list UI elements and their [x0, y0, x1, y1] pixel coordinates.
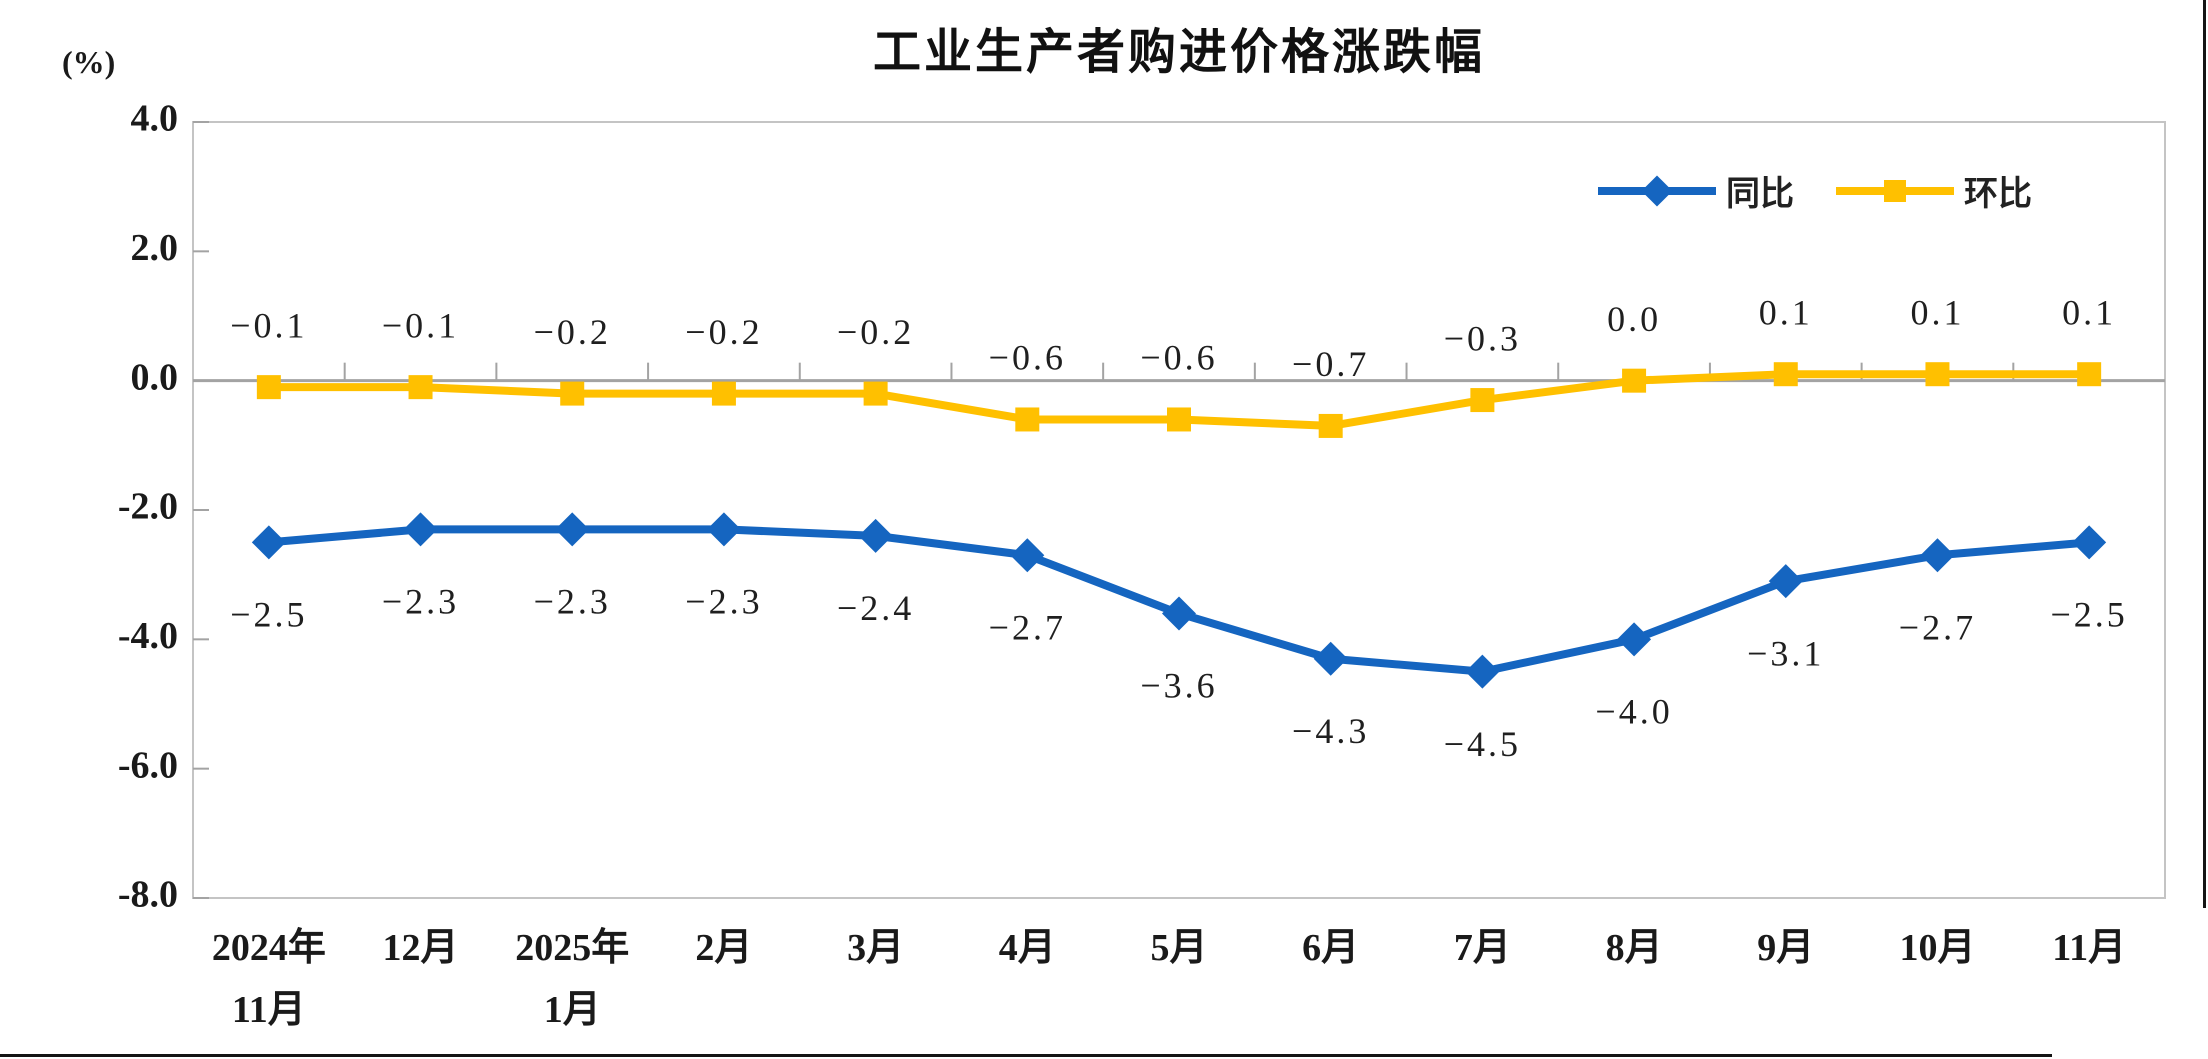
mom-data-label: 0.1	[1910, 292, 1964, 332]
yoy-data-label: −2.5	[2050, 595, 2127, 635]
x-axis-category-label: 3月	[847, 927, 904, 969]
x-axis-category-label: 4月	[999, 927, 1056, 969]
x-axis-category-label: 2月	[695, 927, 752, 969]
yoy-data-label: −3.6	[1140, 666, 1217, 706]
mom-data-label: −0.1	[382, 305, 459, 345]
y-axis-tick-label: -8.0	[118, 874, 178, 916]
mom-data-label: −0.2	[837, 312, 914, 352]
mom-marker-square	[1622, 368, 1647, 393]
yoy-marker-diamond	[1465, 654, 1500, 689]
yoy-marker-diamond	[1617, 622, 1652, 657]
yoy-data-label: −4.5	[1444, 724, 1521, 764]
yoy-data-label: −4.0	[1595, 692, 1672, 732]
mom-marker-square	[1318, 413, 1343, 438]
screenshot-right-edge-line	[2203, 0, 2206, 908]
y-axis-unit-label: (%)	[62, 44, 116, 80]
yoy-data-label: −4.3	[1292, 711, 1369, 751]
y-axis-tick-label: -4.0	[118, 615, 178, 657]
y-axis-tick-label: 4.0	[131, 98, 179, 140]
mom-marker-square	[1925, 362, 1950, 387]
mom-data-label: −0.6	[989, 338, 1066, 378]
yoy-data-label: −2.3	[382, 582, 459, 622]
yoy-data-label: −2.7	[1899, 608, 1976, 648]
mom-marker-square	[560, 381, 585, 406]
mom-data-label: 0.0	[1607, 299, 1661, 339]
mom-marker-square	[1167, 407, 1191, 432]
mom-marker-square	[1470, 388, 1495, 413]
mom-data-label: −0.2	[685, 312, 762, 352]
x-axis-category-label: 2024年	[212, 927, 326, 969]
legend-item-mom: 环比	[1836, 166, 2032, 215]
mom-data-label: 0.1	[2062, 292, 2116, 332]
yoy-data-label: −2.3	[534, 582, 611, 622]
legend-yoy-label: 同比	[1726, 176, 1794, 213]
mom-data-label: −0.7	[1292, 344, 1369, 384]
y-axis-tick-label: 2.0	[131, 227, 179, 269]
yoy-marker-diamond	[1313, 641, 1348, 676]
yoy-data-label: −3.1	[1747, 633, 1824, 673]
y-axis-tick-label: -6.0	[118, 744, 178, 786]
legend-item-yoy: 同比	[1598, 166, 1794, 215]
mom-marker-square	[711, 381, 736, 406]
yoy-marker-diamond	[1920, 538, 1955, 573]
x-axis-category-label: 5月	[1150, 927, 1207, 969]
x-axis-category-label: 10月	[1899, 927, 1975, 969]
y-axis-tick-label: 0.0	[131, 356, 179, 398]
x-axis-category-label: 12月	[383, 927, 459, 969]
x-axis-category-label: 2025年	[515, 927, 629, 969]
mom-marker-square	[863, 381, 888, 406]
mom-data-label: −0.2	[534, 312, 611, 352]
yoy-marker-diamond	[858, 518, 893, 553]
x-axis-category-label: 11月	[232, 989, 306, 1031]
yoy-data-label: −2.7	[989, 608, 1066, 648]
yoy-data-label: −2.3	[685, 582, 762, 622]
mom-data-label: 0.1	[1759, 292, 1813, 332]
mom-data-label: −0.1	[230, 305, 307, 345]
mom-marker-square	[1015, 407, 1040, 432]
mom-line-square-swatch-icon	[1836, 175, 1954, 207]
yoy-marker-diamond	[1162, 596, 1196, 631]
mom-marker-square	[2077, 362, 2102, 387]
yoy-data-label: −2.5	[230, 595, 307, 635]
x-axis-category-label: 8月	[1606, 927, 1663, 969]
yoy-data-label: −2.4	[837, 588, 914, 628]
yoy-marker-diamond	[251, 525, 286, 560]
x-axis-category-label: 7月	[1454, 927, 1511, 969]
mom-marker-square	[1773, 362, 1798, 387]
mom-marker-square	[408, 375, 433, 400]
x-axis-category-label: 9月	[1757, 927, 1814, 969]
yoy-marker-diamond	[706, 512, 741, 547]
yoy-marker-diamond	[2072, 525, 2107, 560]
chart-legend: 同比 环比	[1598, 166, 2032, 215]
plot-border	[192, 121, 2166, 899]
chart-title: 工业生产者购进价格涨跌幅	[872, 26, 1485, 79]
x-axis-category-label: 6月	[1302, 927, 1359, 969]
y-axis-tick-label: -2.0	[118, 486, 178, 528]
screenshot-bottom-edge-line	[0, 1054, 2052, 1057]
yoy-line-diamond-swatch-icon	[1598, 174, 1716, 207]
x-axis-category-label: 11月	[2052, 927, 2126, 969]
yoy-marker-diamond	[1010, 538, 1045, 573]
legend-mom-label: 环比	[1964, 176, 2032, 213]
mom-data-label: −0.3	[1444, 318, 1521, 358]
yoy-marker-diamond	[555, 512, 590, 547]
x-axis-category-label: 1月	[544, 989, 601, 1031]
mom-marker-square	[256, 375, 281, 400]
yoy-marker-diamond	[403, 512, 438, 547]
mom-data-label: −0.6	[1140, 338, 1217, 378]
yoy-marker-diamond	[1768, 564, 1803, 599]
